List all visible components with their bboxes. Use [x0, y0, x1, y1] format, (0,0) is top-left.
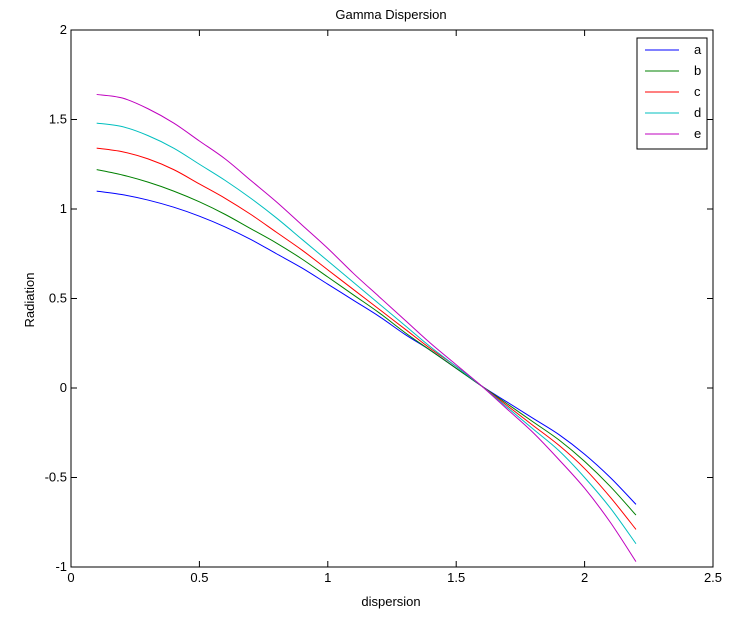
series-line-a	[96, 190, 637, 505]
legend-label-c: c	[694, 84, 701, 99]
y-tick-label: -0.5	[45, 470, 67, 485]
series-line-e	[96, 93, 637, 562]
y-axis-label: Radiation	[22, 273, 37, 328]
y-tick-label: -1	[55, 559, 67, 574]
x-tick-label: 1	[324, 570, 331, 585]
x-axis-label: dispersion	[361, 594, 420, 609]
y-tick-label: 1.5	[49, 112, 67, 127]
y-tick-label: 0	[60, 380, 67, 395]
y-tick-label: 1	[60, 201, 67, 216]
x-tick-label: 1.5	[447, 570, 465, 585]
legend-label-b: b	[694, 63, 701, 78]
series-line-d	[96, 122, 637, 545]
y-tick-label: 0.5	[49, 291, 67, 306]
legend-label-e: e	[694, 126, 701, 141]
y-tick-label: 2	[60, 22, 67, 37]
series-line-b	[96, 169, 637, 516]
x-tick-label: 0.5	[190, 570, 208, 585]
x-tick-label: 2	[581, 570, 588, 585]
series-line-c	[96, 147, 637, 530]
chart-title: Gamma Dispersion	[335, 7, 446, 22]
legend-label-d: d	[694, 105, 701, 120]
x-tick-label: 0	[67, 570, 74, 585]
legend-box	[636, 37, 708, 150]
x-tick-label: 2.5	[704, 570, 722, 585]
legend-label-a: a	[694, 42, 702, 57]
plot-area: 0 0.5 1 1.5 2 2.5 -1 -0.5 0 0.5 1 1.5 2	[45, 22, 722, 585]
